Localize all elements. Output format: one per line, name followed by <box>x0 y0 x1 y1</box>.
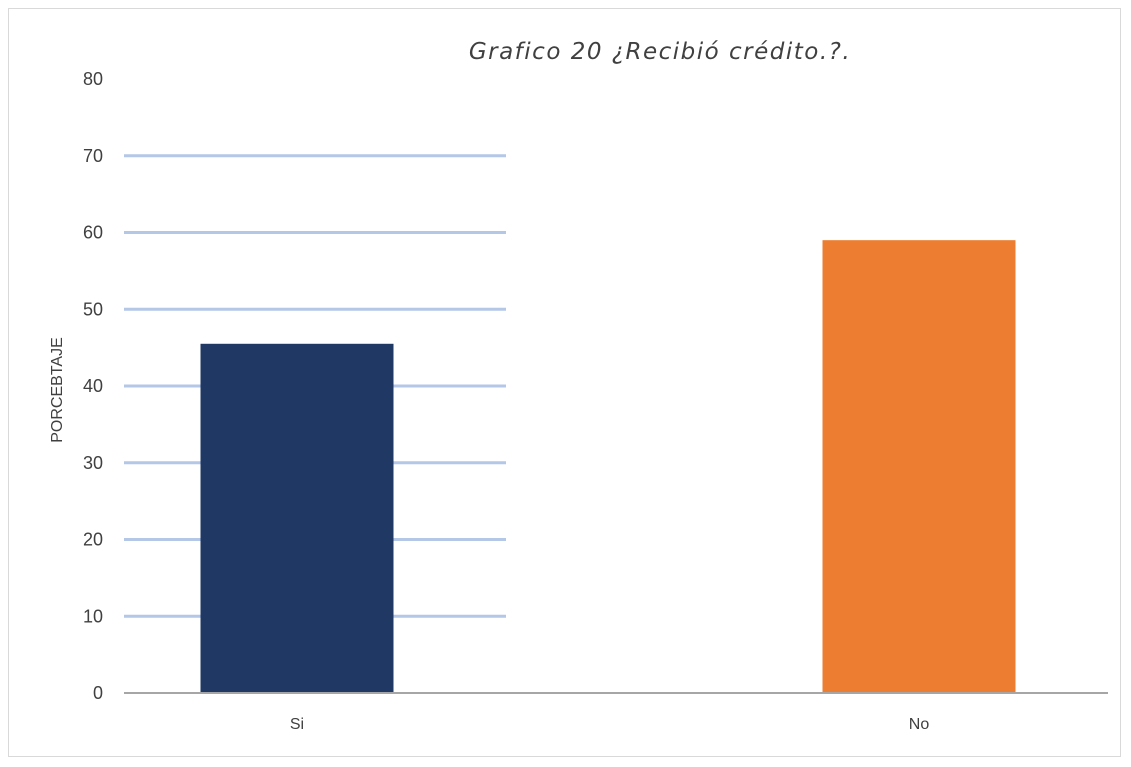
y-tick-label: 70 <box>83 146 103 166</box>
gridlines <box>124 154 506 618</box>
y-tick-label: 30 <box>83 453 103 473</box>
x-category-label: No <box>909 716 930 733</box>
y-tick-label: 80 <box>83 69 103 89</box>
bar-si <box>200 343 394 693</box>
y-tick-label: 50 <box>83 299 103 319</box>
bar-no <box>822 240 1016 694</box>
y-tick-label: 40 <box>83 376 103 396</box>
y-tick-label: 60 <box>83 223 103 243</box>
x-category-labels: Si No <box>290 716 929 733</box>
chart-title: Grafico 20 ¿Recibió crédito.?. <box>469 39 851 65</box>
y-tick-label: 10 <box>83 606 103 626</box>
y-tick-labels: 0 10 20 30 40 50 60 70 80 <box>83 69 103 703</box>
y-tick-label: 0 <box>93 683 103 703</box>
x-category-label: Si <box>290 716 304 733</box>
y-axis-label: PORCEBTAJE <box>49 337 66 443</box>
bars <box>200 240 1016 694</box>
y-tick-label: 20 <box>83 530 103 550</box>
